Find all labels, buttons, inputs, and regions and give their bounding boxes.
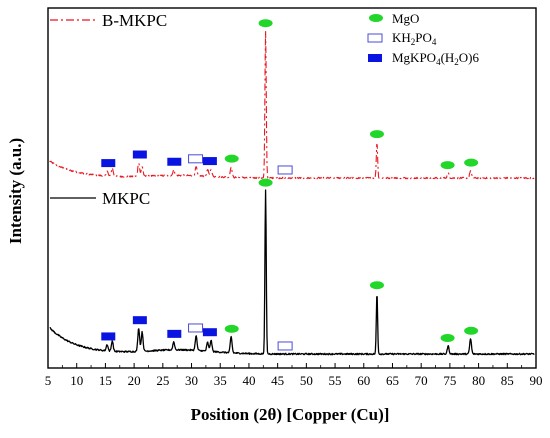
x-tick-label: 50: [300, 373, 313, 388]
marker-mgo: [440, 334, 455, 342]
legend-label-mgo: MgO: [392, 11, 419, 26]
marker-mgo: [369, 281, 384, 290]
marker-kh2po4: [277, 165, 293, 175]
marker-layer: [101, 19, 479, 351]
x-tick-label: 45: [271, 373, 284, 388]
marker-kh2po4: [188, 323, 204, 333]
marker-mgo: [224, 154, 239, 163]
series-label-mkpc: MKPC: [50, 189, 150, 208]
marker-mgkpo4: [202, 157, 217, 166]
marker-mgkpo4: [132, 150, 147, 159]
x-tick-label: 5: [45, 373, 52, 388]
series-label-b-mkpc: B-MKPC: [50, 11, 167, 30]
marker-mgkpo4: [202, 328, 217, 337]
marker-mgkpo4: [167, 329, 182, 338]
marker-kh2po4: [277, 341, 293, 351]
x-tick-label: 35: [214, 373, 227, 388]
marker-mgkpo4: [167, 157, 182, 166]
x-tick-label: 70: [415, 373, 428, 388]
legend-label-mgkpo4: MgKPO4(H2O)6: [392, 50, 480, 67]
x-tick-label: 80: [472, 373, 485, 388]
marker-mgo: [258, 19, 273, 28]
series-layer: [49, 30, 535, 356]
phase-legend: MgO KH2PO4 MgKPO4(H2O)6: [367, 11, 480, 67]
marker-kh2po4: [188, 154, 204, 164]
x-tick-label: 40: [242, 373, 255, 388]
x-tick-label: 20: [128, 373, 141, 388]
x-tick-label: 55: [329, 373, 342, 388]
series-name-mkpc: MKPC: [102, 189, 150, 208]
series-line-mkpc: [49, 189, 535, 356]
x-tick-label: 60: [357, 373, 370, 388]
x-tick-label: 75: [443, 373, 456, 388]
x-tick-label: 90: [530, 373, 543, 388]
marker-mgo: [464, 158, 479, 167]
marker-mgo: [464, 326, 479, 335]
marker-mgkpo4: [132, 316, 147, 325]
x-axis-ticks: 5 10 15 20 25 30 35 40 45 50 55 60 65 70 75 80 85 90: [45, 363, 543, 388]
x-tick-label: 65: [386, 373, 399, 388]
marker-mgkpo4: [101, 332, 116, 341]
legend-marker-mgkpo4: [368, 54, 382, 62]
x-tick-label: 15: [99, 373, 112, 388]
x-tick-label: 25: [156, 373, 169, 388]
series-name-b-mkpc: B-MKPC: [102, 11, 167, 30]
marker-mgo: [224, 324, 239, 333]
marker-mgkpo4: [101, 159, 116, 168]
legend-label-kh2po4: KH2PO4: [392, 30, 437, 47]
marker-mgo: [369, 130, 384, 139]
marker-mgo: [440, 161, 455, 170]
x-tick-label: 85: [501, 373, 514, 388]
x-axis-title: Position (2θ) [Copper (Cu)]: [191, 405, 390, 424]
x-tick-label: 10: [70, 373, 83, 388]
x-tick-label: 30: [185, 373, 198, 388]
marker-mgo: [258, 178, 273, 187]
legend-marker-kh2po4: [367, 33, 383, 43]
y-axis-title: Intensity (a.u.): [6, 138, 25, 244]
series-line-b-mkpc: [49, 30, 535, 180]
legend-marker-mgo: [369, 14, 383, 22]
